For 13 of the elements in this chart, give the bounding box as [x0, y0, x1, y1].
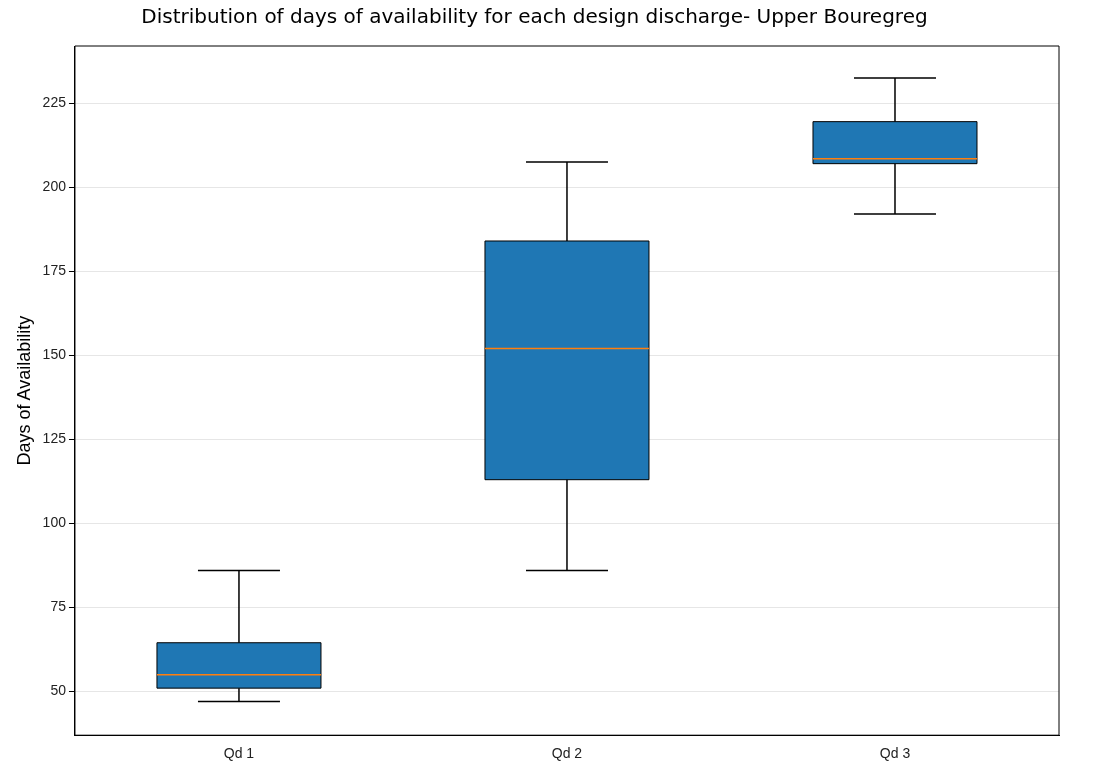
y-tick-label: 75 [50, 598, 67, 615]
y-tick-label: 200 [42, 178, 67, 195]
y-tick-label: 175 [42, 262, 67, 279]
x-tick-label: Qd 2 [551, 745, 583, 762]
y-tick-label: 225 [42, 94, 67, 111]
y-tick-label: 125 [42, 430, 67, 447]
y-tick-label: 50 [50, 682, 67, 699]
y-tick-label: 150 [42, 346, 67, 363]
x-tick-label: Qd 3 [879, 745, 911, 762]
x-tick-label: Qd 1 [223, 745, 255, 762]
chart-title: Distribution of days of availability for each design discharge- Upper Bouregreg [141, 4, 928, 29]
y-axis-title: Days of Availability [13, 315, 34, 466]
y-tick-label: 100 [42, 514, 67, 531]
